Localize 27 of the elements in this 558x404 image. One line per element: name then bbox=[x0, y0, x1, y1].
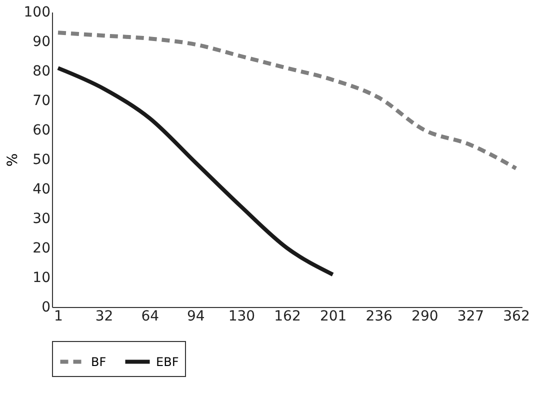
x-tick-label: 162 bbox=[274, 308, 301, 324]
y-tick-label: 10 bbox=[32, 270, 50, 286]
x-tick-label: 362 bbox=[503, 308, 530, 324]
line-series bbox=[56, 30, 518, 170]
x-tick-label: 94 bbox=[186, 308, 205, 324]
y-tick-label: 70 bbox=[32, 93, 50, 109]
x-tick-label: 130 bbox=[228, 308, 256, 324]
y-tick-label: 20 bbox=[32, 240, 50, 256]
y-tick-label: 60 bbox=[32, 122, 50, 138]
legend-label: BF bbox=[91, 354, 106, 369]
y-axis-title: % bbox=[4, 153, 21, 167]
x-tick-label: 236 bbox=[366, 308, 393, 324]
x-tick-label: 201 bbox=[320, 308, 347, 324]
legend-label: EBF bbox=[156, 354, 179, 369]
y-tick-label: 80 bbox=[32, 64, 50, 80]
x-tick-label: 1 bbox=[54, 308, 63, 324]
x-tick-label: 32 bbox=[95, 308, 114, 324]
x-tick-label: 290 bbox=[412, 308, 438, 324]
y-tick-label: 90 bbox=[32, 34, 50, 50]
y-tick-label: 100 bbox=[24, 4, 50, 20]
line-series bbox=[56, 66, 335, 277]
x-tick-label: 327 bbox=[457, 308, 484, 324]
y-tick-label: 0 bbox=[42, 300, 50, 316]
y-tick-label: 40 bbox=[32, 182, 50, 198]
y-tick-label: 30 bbox=[32, 211, 50, 227]
y-tick-label: 50 bbox=[32, 152, 50, 168]
x-tick-label: 64 bbox=[141, 308, 160, 324]
